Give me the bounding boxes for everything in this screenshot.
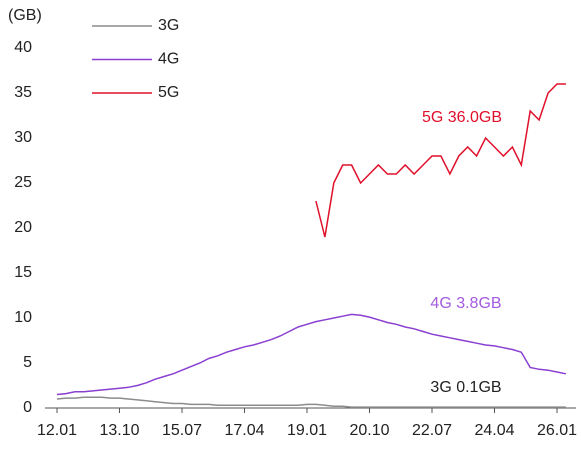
x-tick-label: 12.01 — [37, 422, 77, 439]
legend-label: 3G — [158, 17, 179, 34]
legend-label: 5G — [158, 84, 179, 101]
unit-label: (GB) — [8, 7, 42, 24]
y-tick-label: 25 — [14, 174, 32, 191]
x-tick-label: 22.07 — [412, 422, 452, 439]
series-line — [315, 83, 566, 238]
x-tick-label: 13.10 — [99, 422, 139, 439]
y-tick-label: 5 — [23, 354, 32, 371]
y-tick-label: 0 — [23, 399, 32, 416]
x-tick-label: 20.10 — [349, 422, 389, 439]
y-tick-label: 15 — [14, 264, 32, 281]
x-tick-label: 15.07 — [162, 422, 202, 439]
annotation: 5G 36.0GB — [422, 109, 502, 126]
y-tick-label: 30 — [14, 129, 32, 146]
legend-label: 4G — [158, 51, 179, 68]
x-tick-label: 19.01 — [287, 422, 327, 439]
series-line — [56, 396, 566, 408]
y-tick-label: 10 — [14, 309, 32, 326]
y-tick-label: 35 — [14, 84, 32, 101]
y-tick-label: 40 — [14, 39, 32, 56]
series-line — [56, 313, 567, 396]
annotation: 4G 3.8GB — [430, 295, 501, 312]
x-tick-label: 17.04 — [224, 422, 264, 439]
x-tick-label: 26.01 — [537, 422, 577, 439]
y-tick-label: 20 — [14, 219, 32, 236]
annotation: 3G 0.1GB — [430, 379, 501, 396]
x-tick-label: 24.04 — [474, 422, 514, 439]
